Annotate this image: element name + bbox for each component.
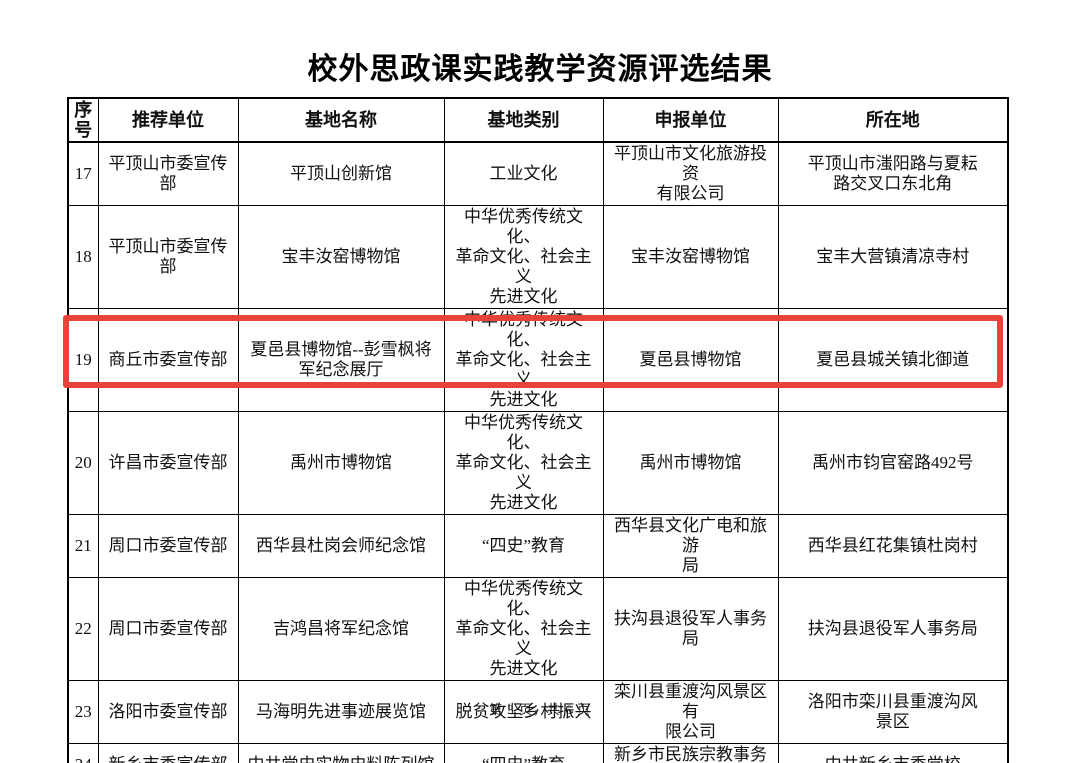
header-location: 所在地: [777, 97, 1009, 143]
header-recommender: 推荐单位: [97, 97, 239, 143]
cell-recommender: 周口市委宣传部: [97, 577, 239, 681]
table-row: 21 周口市委宣传部 西华县杜岗会师纪念馆 “四史”教育 西华县文化广电和旅游 …: [67, 514, 1009, 578]
page-title: 校外思政课实践教学资源评选结果: [307, 53, 773, 86]
cell-location: 宝丰大营镇清凉寺村: [777, 205, 1009, 309]
cell-base-name: 西华县杜岗会师纪念馆: [237, 514, 445, 578]
cell-recommender: 周口市委宣传部: [97, 514, 239, 578]
cell-applicant: 夏邑县博物馆: [602, 308, 779, 412]
cell-index: 23: [67, 680, 99, 744]
cell-base-category: “四史”教育: [443, 514, 604, 578]
cell-index: 24: [67, 743, 99, 763]
cell-base-name: 吉鸿昌将军纪念馆: [237, 577, 445, 681]
cell-applicant: 新乡市民族宗教事务局: [602, 743, 779, 763]
cell-applicant: 扶沟县退役军人事务局: [602, 577, 779, 681]
cell-base-category: 中华优秀传统文化、 革命文化、社会主义 先进文化: [443, 577, 604, 681]
header-index: 序 号: [67, 97, 99, 143]
cell-base-name: 夏邑县博物馆--彭雪枫将 军纪念展厅: [237, 308, 445, 412]
cell-location: 扶沟县退役军人事务局: [777, 577, 1009, 681]
cell-recommender: 新乡市委宣传部: [97, 743, 239, 763]
cell-base-category: “四史”教育: [443, 743, 604, 763]
table-row: 18 平顶山市委宣传 部 宝丰汝窑博物馆 中华优秀传统文化、 革命文化、社会主义…: [67, 205, 1009, 309]
cell-applicant: 西华县文化广电和旅游 局: [602, 514, 779, 578]
cell-applicant: 宝丰汝窑博物馆: [602, 205, 779, 309]
cell-location: 禹州市钧官窑路492号: [777, 411, 1009, 515]
cell-index: 20: [67, 411, 99, 515]
header-applicant: 申报单位: [602, 97, 779, 143]
cell-applicant: 平顶山市文化旅游投资 有限公司: [602, 141, 779, 206]
header-base-category: 基地类别: [443, 97, 604, 143]
page-number: 第 3 页，共 6 页: [488, 702, 591, 717]
cell-base-category: 中华优秀传统文化、 革命文化、社会主义 先进文化: [443, 308, 604, 412]
cell-recommender: 平顶山市委宣传 部: [97, 205, 239, 309]
table-header-row: 序 号 推荐单位 基地名称 基地类别 申报单位 所在地: [67, 97, 1009, 143]
cell-base-name: 中共党史实物史料陈列馆: [237, 743, 445, 763]
header-base-name: 基地名称: [237, 97, 445, 143]
cell-base-name: 宝丰汝窑博物馆: [237, 205, 445, 309]
cell-base-name: 平顶山创新馆: [237, 141, 445, 206]
table-row: 22 周口市委宣传部 吉鸿昌将军纪念馆 中华优秀传统文化、 革命文化、社会主义 …: [67, 577, 1009, 681]
cell-index: 22: [67, 577, 99, 681]
cell-location: 洛阳市栾川县重渡沟风 景区: [777, 680, 1009, 744]
cell-index: 18: [67, 205, 99, 309]
cell-recommender: 平顶山市委宣传 部: [97, 141, 239, 206]
cell-base-category: 脱贫攻坚乡村振兴: [443, 680, 604, 744]
cell-index: 17: [67, 141, 99, 206]
cell-base-name: 禹州市博物馆: [237, 411, 445, 515]
cell-recommender: 许昌市委宣传部: [97, 411, 239, 515]
table-row: 24 新乡市委宣传部 中共党史实物史料陈列馆 “四史”教育 新乡市民族宗教事务局…: [67, 743, 1009, 763]
cell-index: 21: [67, 514, 99, 578]
cell-base-category: 中华优秀传统文化、 革命文化、社会主义 先进文化: [443, 205, 604, 309]
cell-recommender: 商丘市委宣传部: [97, 308, 239, 412]
cell-location: 夏邑县城关镇北御道: [777, 308, 1009, 412]
table-row: 17 平顶山市委宣传 部 平顶山创新馆 工业文化 平顶山市文化旅游投资 有限公司…: [67, 141, 1009, 206]
table-row: 19 商丘市委宣传部 夏邑县博物馆--彭雪枫将 军纪念展厅 中华优秀传统文化、 …: [67, 308, 1009, 412]
cell-location: 西华县红花集镇杜岗村: [777, 514, 1009, 578]
cell-applicant: 禹州市博物馆: [602, 411, 779, 515]
table-row-highlighted: 20 许昌市委宣传部 禹州市博物馆 中华优秀传统文化、 革命文化、社会主义 先进…: [67, 411, 1009, 515]
cell-location: 中共新乡市委党校: [777, 743, 1009, 763]
table-row: 23 洛阳市委宣传部 马海明先进事迹展览馆 脱贫攻坚乡村振兴 栾川县重渡沟风景区…: [67, 680, 1009, 744]
cell-index: 19: [67, 308, 99, 412]
results-table: 序 号 推荐单位 基地名称 基地类别 申报单位 所在地 17 平顶山市委宣传 部…: [67, 97, 1009, 763]
cell-base-category: 工业文化: [443, 141, 604, 206]
cell-base-category: 中华优秀传统文化、 革命文化、社会主义 先进文化: [443, 411, 604, 515]
cell-recommender: 洛阳市委宣传部: [97, 680, 239, 744]
cell-location: 平顶山市滍阳路与夏耘 路交叉口东北角: [777, 141, 1009, 206]
